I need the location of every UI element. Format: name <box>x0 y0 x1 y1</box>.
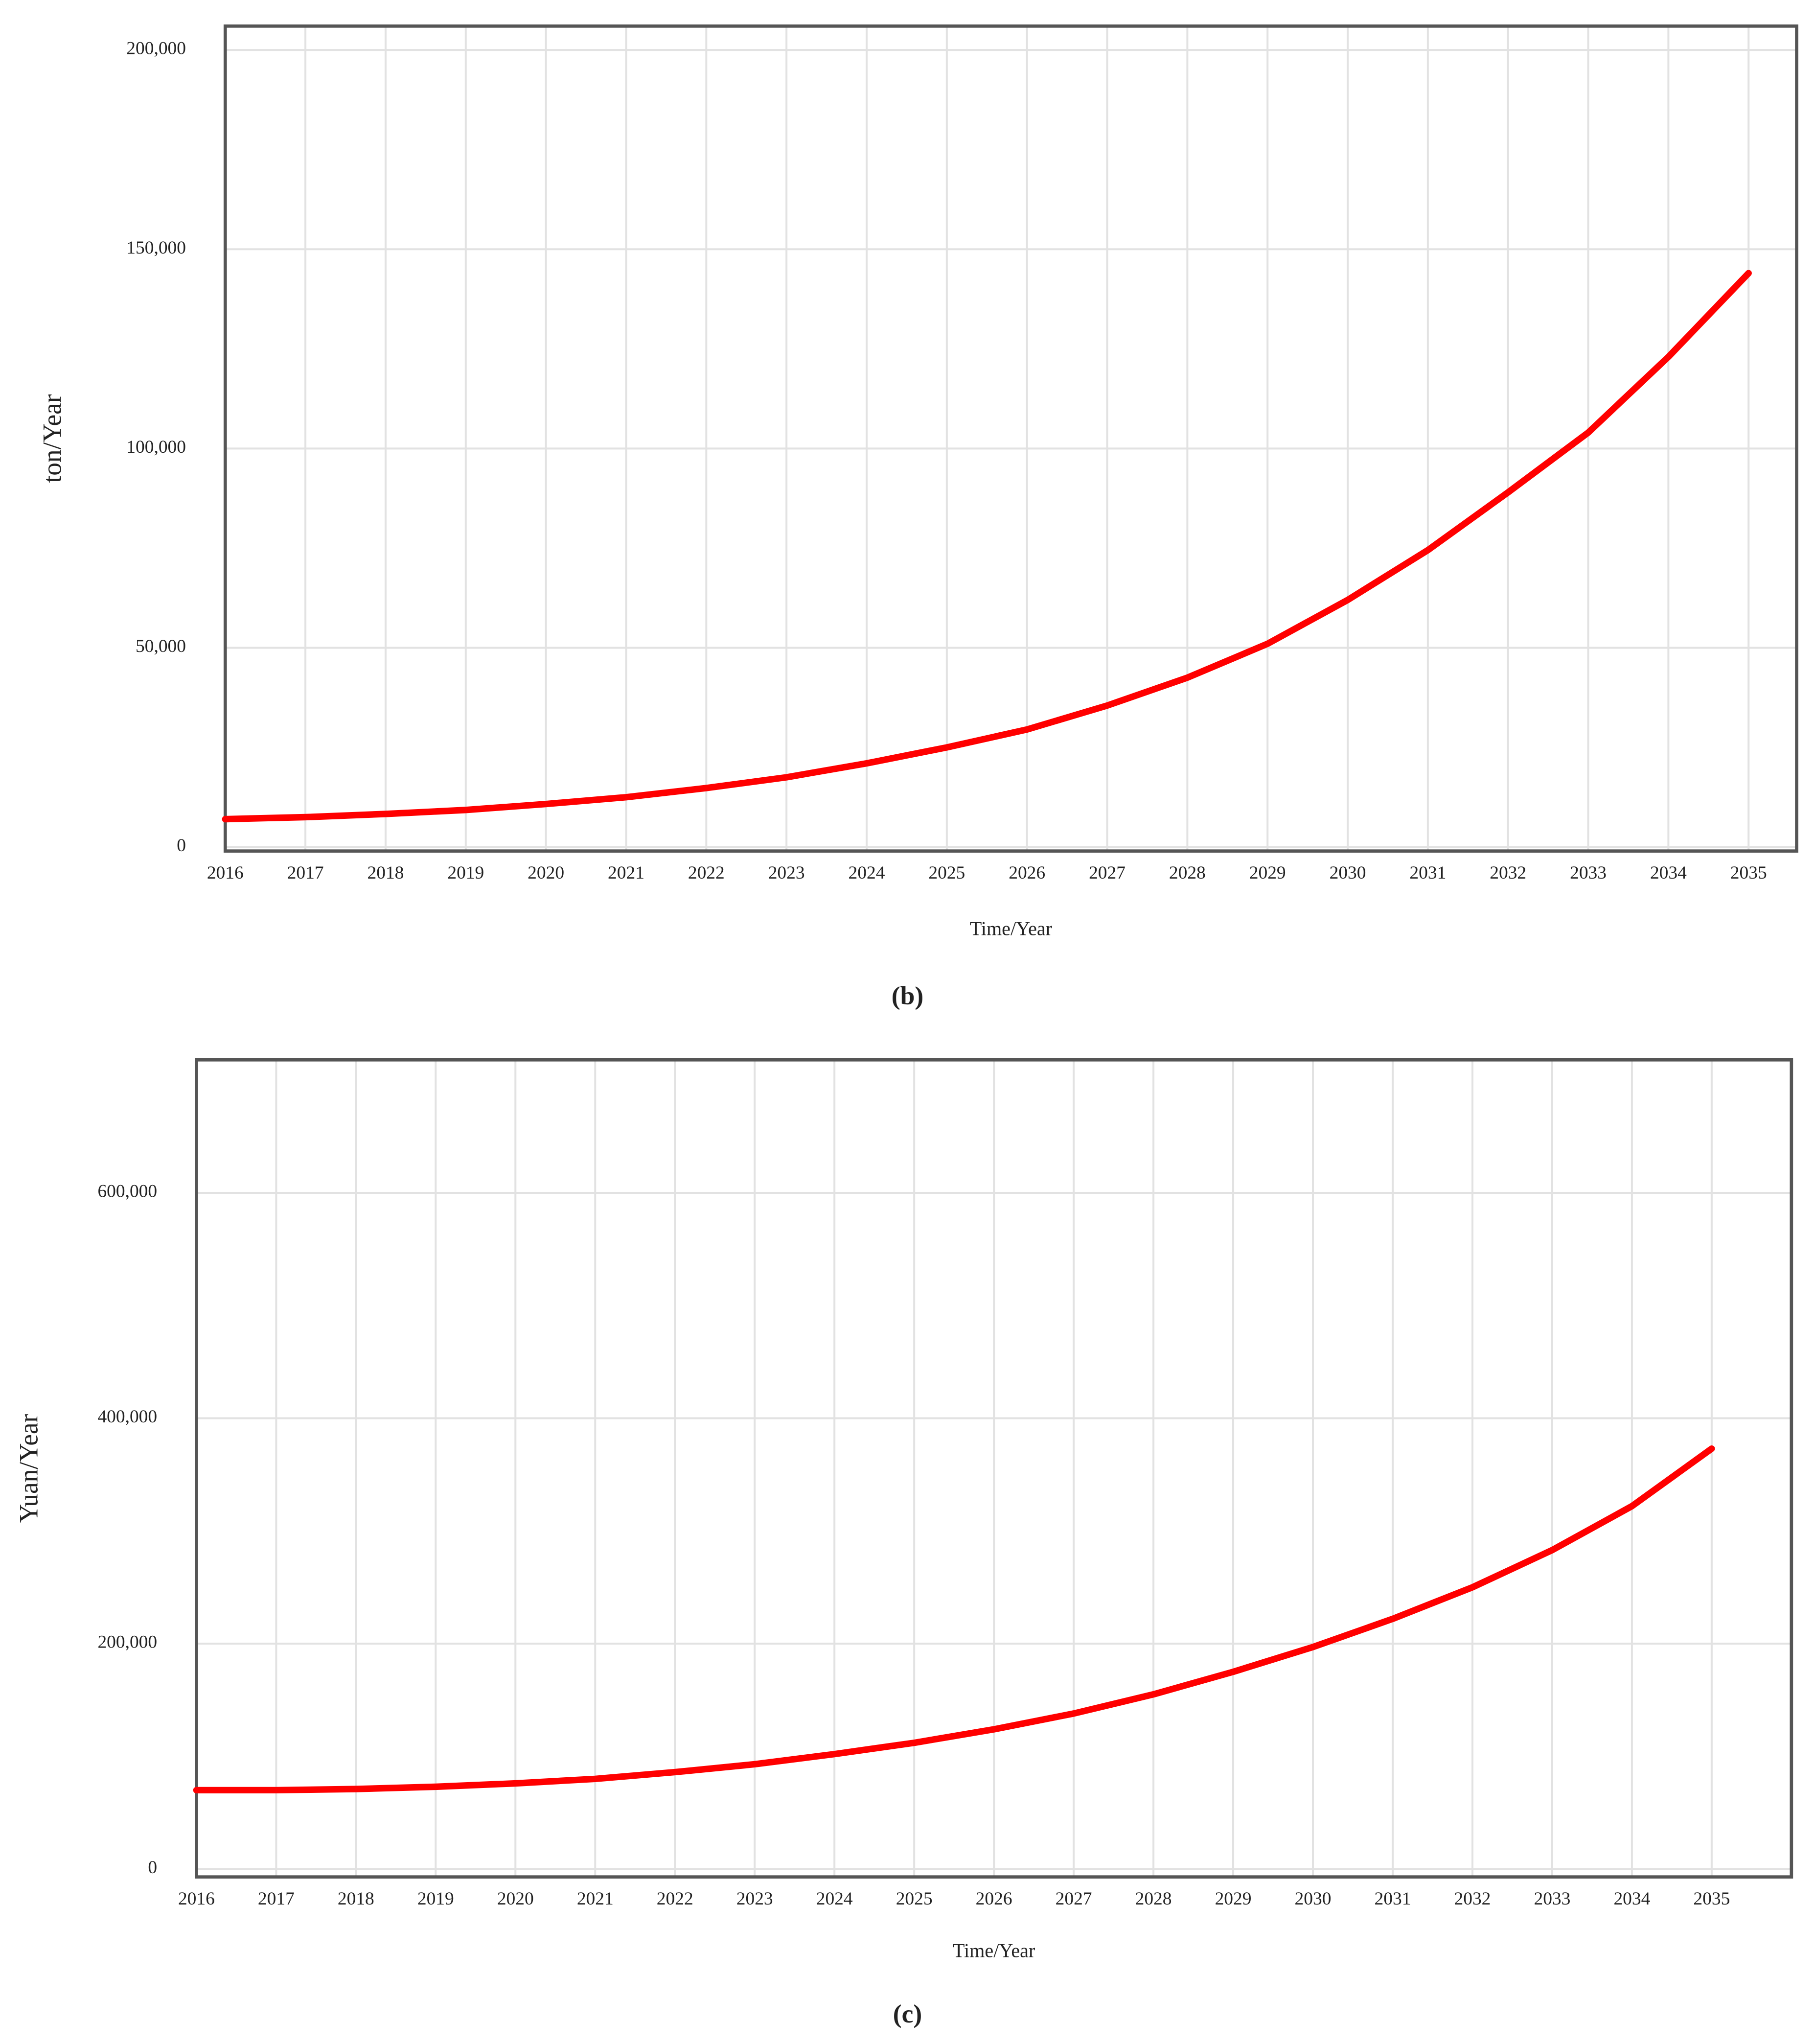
caption: (c) <box>893 1999 922 2028</box>
x-tick-label: 2034 <box>1613 1889 1650 1909</box>
x-tick-label: 2021 <box>577 1889 614 1909</box>
y-tick-label: 600,000 <box>97 1182 157 1202</box>
x-tick-label: 2030 <box>1295 1889 1332 1909</box>
x-tick-label: 2026 <box>976 1889 1012 1909</box>
x-tick-label: 2029 <box>1215 1889 1252 1909</box>
x-tick-label: 2027 <box>1056 1889 1092 1909</box>
x-tick-label: 2031 <box>1375 1889 1411 1909</box>
x-tick-label: 2022 <box>657 1889 693 1909</box>
x-tick-label: 2016 <box>207 863 244 883</box>
y-tick-label: 200,000 <box>126 39 186 59</box>
x-tick-label: 2020 <box>528 863 564 883</box>
y-axis-label: Yuan/Year <box>14 1414 43 1523</box>
y-tick-label: 0 <box>148 1858 157 1878</box>
data-line <box>193 1445 1715 1794</box>
x-tick-label: 2031 <box>1409 863 1446 883</box>
x-axis-label: Time/Year <box>970 918 1052 940</box>
x-tick-label: 2024 <box>849 863 885 883</box>
x-tick-label: 2017 <box>287 863 324 883</box>
y-tick-label: 50,000 <box>136 636 186 656</box>
x-tick-label: 2019 <box>417 1889 454 1909</box>
x-axis-label: Time/Year <box>953 1940 1035 1962</box>
x-tick-label: 2023 <box>768 863 805 883</box>
x-tick-label: 2027 <box>1089 863 1126 883</box>
x-tick-label: 2018 <box>338 1889 374 1909</box>
x-tick-label: 2032 <box>1454 1889 1491 1909</box>
caption: (b) <box>892 981 923 1010</box>
y-axis-label: ton/Year <box>38 394 67 483</box>
x-tick-label: 2033 <box>1534 1889 1570 1909</box>
y-tick-label: 150,000 <box>126 238 186 258</box>
y-tick-label: 200,000 <box>97 1632 157 1652</box>
x-tick-label: 2029 <box>1249 863 1286 883</box>
x-tick-label: 2023 <box>736 1889 773 1909</box>
x-tick-label: 2025 <box>928 863 965 883</box>
x-tick-label: 2018 <box>368 863 404 883</box>
x-tick-label: 2022 <box>688 863 725 883</box>
data-line <box>222 270 1752 823</box>
x-tick-label: 2035 <box>1693 1889 1730 1909</box>
x-tick-label: 2026 <box>1009 863 1045 883</box>
x-tick-label: 2020 <box>497 1889 534 1909</box>
x-tick-label: 2034 <box>1650 863 1687 883</box>
x-tick-label: 2024 <box>816 1889 853 1909</box>
x-tick-label: 2021 <box>608 863 644 883</box>
x-tick-label: 2033 <box>1570 863 1607 883</box>
plot-frame <box>223 24 1798 853</box>
x-tick-label: 2032 <box>1490 863 1526 883</box>
y-tick-label: 400,000 <box>97 1407 157 1427</box>
x-tick-label: 2028 <box>1135 1889 1172 1909</box>
x-tick-label: 2025 <box>896 1889 933 1909</box>
x-tick-label: 2030 <box>1330 863 1366 883</box>
x-tick-label: 2035 <box>1730 863 1767 883</box>
y-tick-label: 100,000 <box>126 437 186 457</box>
x-tick-label: 2017 <box>258 1889 295 1909</box>
y-tick-label: 0 <box>177 836 186 856</box>
x-tick-label: 2019 <box>447 863 484 883</box>
plot-frame <box>195 1058 1793 1879</box>
x-tick-label: 2016 <box>178 1889 215 1909</box>
x-tick-label: 2028 <box>1169 863 1206 883</box>
